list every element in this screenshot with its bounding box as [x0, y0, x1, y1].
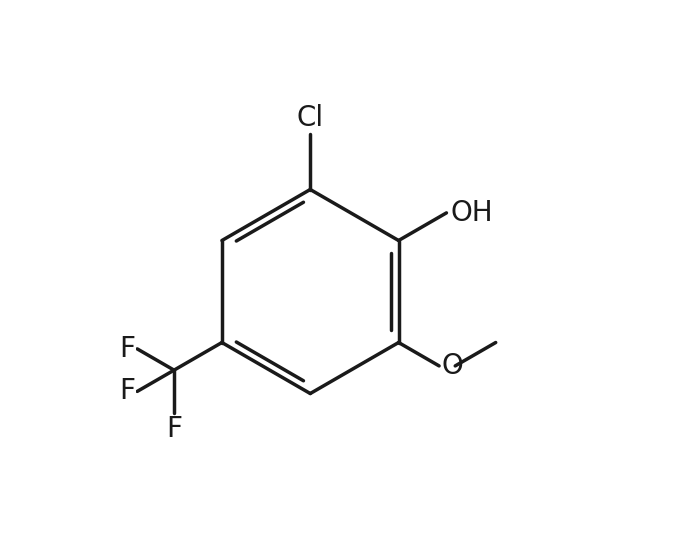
- Text: F: F: [119, 378, 135, 405]
- Text: F: F: [166, 415, 182, 443]
- Text: O: O: [441, 352, 463, 380]
- Text: Cl: Cl: [296, 104, 324, 132]
- Text: F: F: [119, 335, 135, 363]
- Text: OH: OH: [451, 199, 493, 227]
